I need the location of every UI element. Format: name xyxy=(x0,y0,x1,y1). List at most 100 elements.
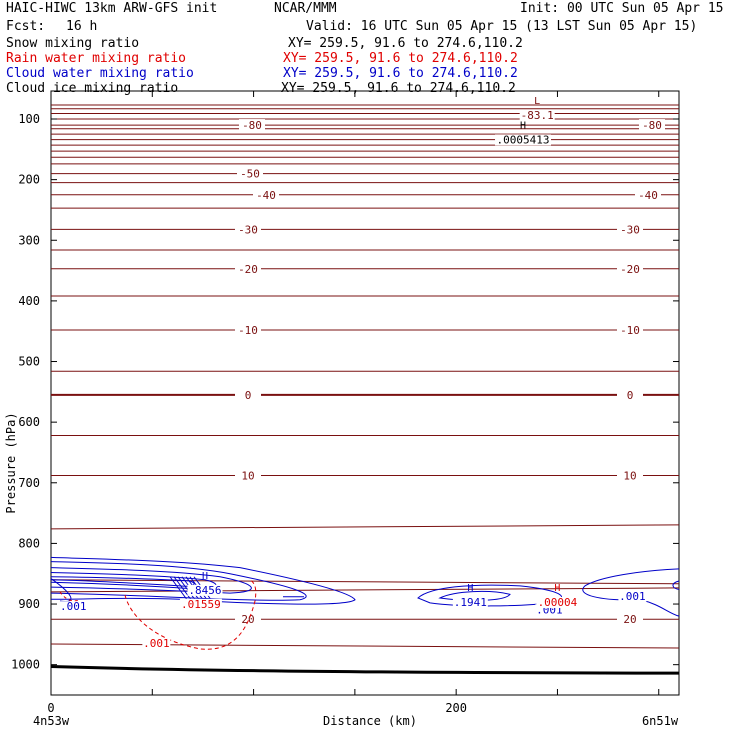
cloud-water-contour xyxy=(50,556,356,605)
contour-label: -10 xyxy=(238,324,258,337)
x-axis-title: Distance (km) xyxy=(323,714,417,728)
extremum-marker: H xyxy=(467,583,473,594)
contour-label: -40 xyxy=(256,189,276,202)
annotation-bg xyxy=(59,601,88,613)
x-tick-label: 0 xyxy=(47,701,54,715)
y-tick-label: 900 xyxy=(18,597,40,611)
forecast-hours: 16 h xyxy=(66,19,98,34)
annotation-bg xyxy=(187,584,223,596)
contour-label: -80 xyxy=(242,119,262,132)
annotation-value: .01559 xyxy=(181,598,221,611)
y-tick-label: 200 xyxy=(18,173,40,187)
annotation-value: .001 xyxy=(60,600,87,613)
contour-label: -20 xyxy=(620,263,640,276)
contour-label: 0 xyxy=(627,389,634,402)
annotation-value: .001 xyxy=(143,637,170,650)
y-tick-label: 500 xyxy=(18,355,40,369)
annotation-bg xyxy=(535,604,564,616)
contour-label-bg xyxy=(239,119,265,132)
annotation-bg xyxy=(618,590,647,602)
contour-label-bg xyxy=(235,388,261,401)
annotation-value: .001 xyxy=(619,590,646,603)
contour-label-bg xyxy=(635,188,661,201)
contour-label-bg xyxy=(639,119,665,132)
contour-label-bg xyxy=(617,388,643,401)
cloud-water-contour xyxy=(50,561,307,601)
extremum-marker: H xyxy=(554,583,560,594)
contour-label: -20 xyxy=(238,263,258,276)
contour-label: -30 xyxy=(238,223,258,236)
field-name-cloud-water: Cloud water mixing ratio xyxy=(6,66,194,81)
cloud-water-contour xyxy=(672,580,680,590)
field-name-cloud-ice: Cloud ice mixing ratio xyxy=(6,81,179,96)
temperature-contour xyxy=(50,587,680,593)
contour-label: 20 xyxy=(241,613,254,626)
cloud-water-contour xyxy=(582,568,680,617)
extremum-marker: H xyxy=(202,571,208,582)
annotation-value: .00004 xyxy=(538,596,578,609)
rain-water-contour xyxy=(124,579,257,650)
field-xy-rain: XY= 259.5, 91.6 to 274.6,110.2 xyxy=(283,51,518,66)
org-label: NCAR/MMM xyxy=(274,1,337,16)
extremum-marker: H xyxy=(520,120,526,131)
init-time: Init: 00 UTC Sun 05 Apr 15 xyxy=(520,1,724,16)
contour-label: -80 xyxy=(642,119,662,132)
contour-label-bg xyxy=(235,469,261,482)
extremum-marker: L xyxy=(534,96,540,107)
cloud-water-contour xyxy=(50,567,252,594)
field-name-snow: Snow mixing ratio xyxy=(6,36,140,51)
cloud-water-core xyxy=(177,576,197,602)
right-endpoint-label: 6n51w xyxy=(642,714,679,728)
annotation-bg xyxy=(142,638,171,650)
model-title: HAIC-HIWC 13km ARW-GFS init xyxy=(6,1,218,16)
contour-label: 20 xyxy=(623,613,636,626)
y-tick-label: 300 xyxy=(18,233,40,247)
y-tick-label: 1000 xyxy=(11,658,40,672)
annotation-bg xyxy=(179,598,222,610)
field-name-rain: Rain water mixing ratio xyxy=(6,51,187,66)
plot-frame xyxy=(50,90,680,696)
annotation-value: -83.1 xyxy=(521,109,554,122)
annotation-bg xyxy=(536,596,579,608)
contour-label-bg xyxy=(253,188,279,201)
y-tick-label: 600 xyxy=(18,415,40,429)
contour-label-bg xyxy=(237,167,263,180)
rain-water-contour xyxy=(59,591,81,602)
contour-label-bg xyxy=(617,613,643,626)
field-xy-cloud-water: XY= 259.5, 91.6 to 274.6,110.2 xyxy=(283,66,518,81)
cloud-water-core xyxy=(173,576,193,602)
contour-label-bg xyxy=(235,613,261,626)
temperature-contour xyxy=(50,524,680,530)
y-tick-label: 700 xyxy=(18,476,40,490)
annotation-bg xyxy=(452,596,488,608)
y-tick-label: 100 xyxy=(18,112,40,126)
field-xy-snow: XY= 259.5, 91.6 to 274.6,110.2 xyxy=(288,36,523,51)
contour-label: -10 xyxy=(620,324,640,337)
y-axis-title: Pressure (hPa) xyxy=(4,412,18,513)
contour-label-bg xyxy=(235,323,261,336)
contour-label-bg xyxy=(235,262,261,275)
cloud-water-core xyxy=(169,576,189,602)
contour-label: -50 xyxy=(240,168,260,181)
contour-label-bg xyxy=(235,223,261,236)
contour-label-bg xyxy=(617,262,643,275)
y-tick-label: 800 xyxy=(18,536,40,550)
contour-label: 0 xyxy=(245,389,252,402)
contour-label: -30 xyxy=(620,223,640,236)
contour-label-bg xyxy=(617,469,643,482)
valid-time: Valid: 16 UTC Sun 05 Apr 15 (13 LST Sun … xyxy=(306,19,698,34)
temperature-contour xyxy=(50,579,680,585)
contour-label-bg xyxy=(617,323,643,336)
annotation-value: .0005413 xyxy=(497,133,550,146)
field-xy-cloud-ice: XY= 259.5, 91.6 to 274.6,110.2 xyxy=(281,81,516,96)
x-tick-label: 200 xyxy=(445,701,467,715)
annotation-value: .1941 xyxy=(454,596,487,609)
annotation-bg xyxy=(519,110,555,122)
surface-line xyxy=(50,664,680,675)
annotation-bg xyxy=(495,134,552,146)
contour-label: 10 xyxy=(241,470,254,483)
contour-label: -40 xyxy=(638,189,658,202)
y-tick-label: 400 xyxy=(18,294,40,308)
forecast-label: Fcst: xyxy=(6,19,46,34)
